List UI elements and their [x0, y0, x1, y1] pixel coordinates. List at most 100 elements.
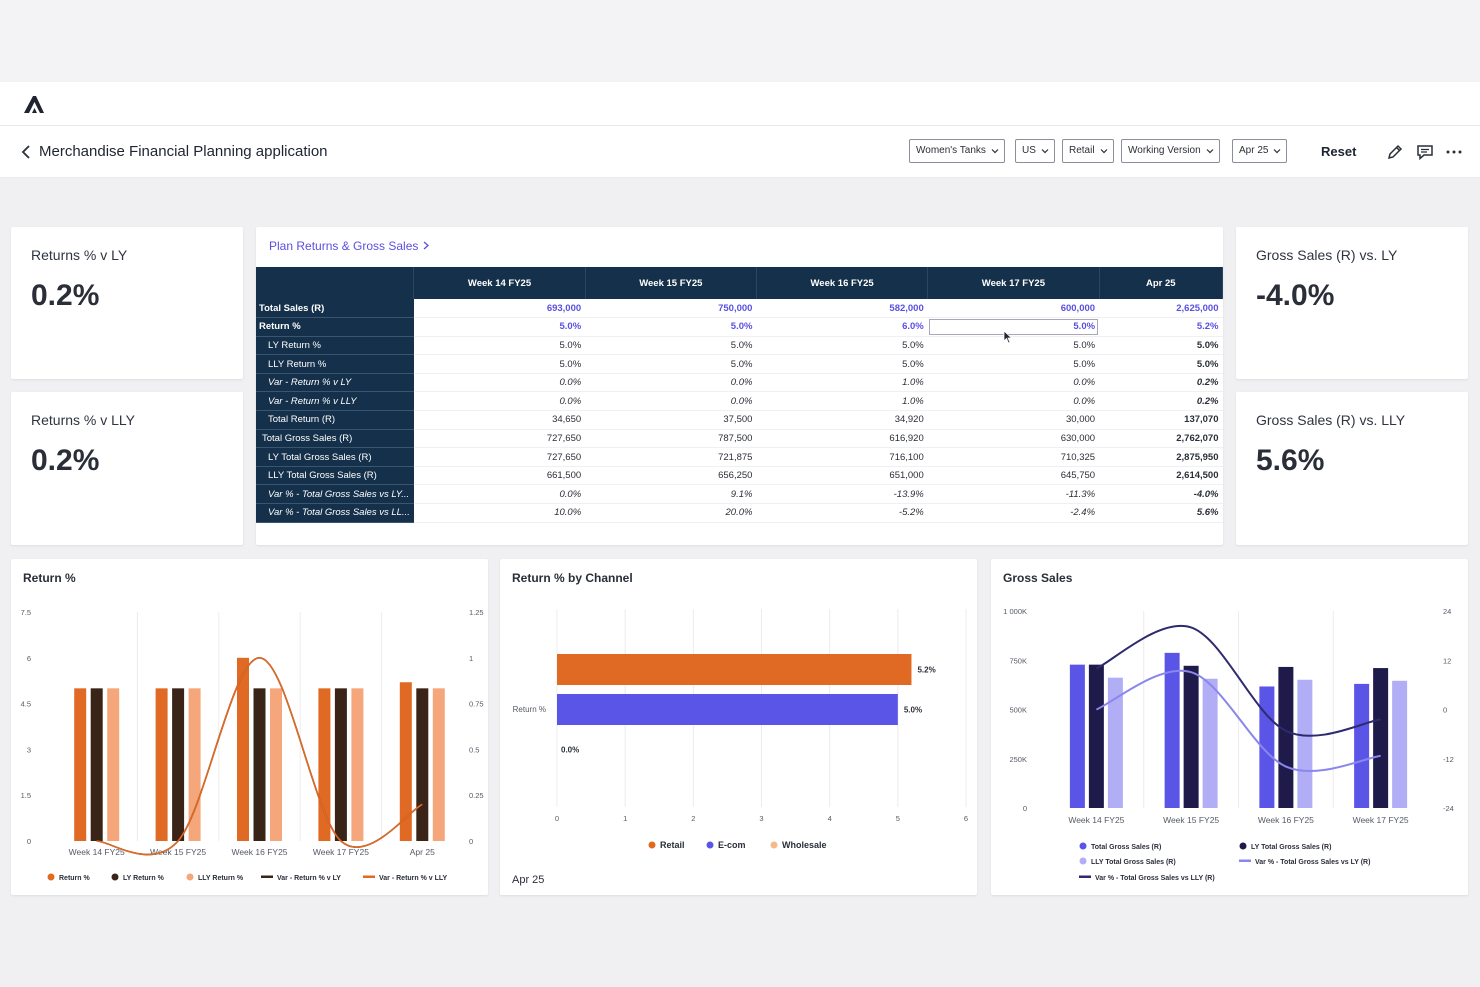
grid-cell[interactable]: 727,650	[413, 447, 586, 467]
grid-cell[interactable]: 1.0%	[756, 391, 928, 412]
grid-header-row: Week 14 FY25 Week 15 FY25 Week 16 FY25 W…	[256, 267, 1224, 299]
plan-returns-link[interactable]: Plan Returns & Gross Sales	[269, 239, 430, 253]
product-filter-dropdown[interactable]: Women's Tanks	[909, 139, 1005, 163]
grid-cell[interactable]: 0.0%	[585, 391, 757, 412]
comment-icon[interactable]	[1416, 143, 1434, 161]
grid-cell[interactable]: 582,000	[756, 299, 928, 319]
legend-swatch	[1079, 875, 1091, 878]
more-icon[interactable]	[1445, 143, 1463, 161]
grid-cell[interactable]: 693,000	[413, 299, 586, 319]
grid-cell[interactable]: 661,500	[413, 466, 586, 486]
grid-cell[interactable]: 0.0%	[413, 373, 586, 393]
grid-cell[interactable]: 30,000	[927, 410, 1100, 430]
channel-filter-dropdown[interactable]: Retail	[1062, 139, 1114, 163]
reset-button[interactable]: Reset	[1321, 144, 1357, 159]
grid-cell[interactable]: 656,250	[585, 466, 757, 486]
bar	[1107, 677, 1123, 808]
grid-cell[interactable]: 10.0%	[413, 503, 586, 523]
grid-cell[interactable]: 5.0%	[756, 354, 928, 374]
grid-cell[interactable]: 2,875,950	[1099, 447, 1223, 467]
grid-cell[interactable]: -4.0%	[1099, 484, 1223, 505]
grid-column-header[interactable]: Week 16 FY25	[756, 267, 929, 299]
grid-cell[interactable]: 710,325	[927, 447, 1100, 467]
grid-cell[interactable]: 0.0%	[413, 484, 586, 505]
grid-cell[interactable]: 727,650	[413, 429, 586, 449]
version-filter-dropdown[interactable]: Working Version	[1121, 139, 1220, 163]
grid-cell[interactable]: 5.0%	[585, 336, 757, 356]
data-label: 5.2%	[917, 666, 935, 675]
grid-cell[interactable]: 2,625,000	[1099, 299, 1223, 319]
y2-tick-label: 12	[1443, 656, 1451, 665]
x-tick-label: 3	[759, 814, 763, 823]
grid-cell[interactable]: 0.2%	[1099, 391, 1223, 412]
grid-column-header[interactable]: Week 14 FY25	[413, 267, 586, 299]
pencil-icon[interactable]	[1386, 143, 1404, 161]
grid-cell[interactable]: 616,920	[756, 429, 928, 449]
period-filter-dropdown[interactable]: Apr 25	[1232, 139, 1288, 163]
table-row: Total Sales (R) 693,000 750,000 582,000 …	[256, 299, 1223, 319]
chevron-down-icon	[1100, 149, 1108, 154]
grid-cell[interactable]: 5.0%	[585, 317, 757, 337]
grid-cell[interactable]: 645,750	[927, 466, 1100, 486]
grid-cell[interactable]: -13.9%	[756, 484, 928, 505]
grid-cell[interactable]: 651,000	[756, 466, 928, 486]
series-line	[96, 656, 423, 856]
grid-cell[interactable]: -5.2%	[756, 503, 928, 523]
grid-cell[interactable]: 721,875	[585, 447, 757, 467]
grid-column-header[interactable]: Week 15 FY25	[585, 267, 757, 299]
grid-cell[interactable]: 1.0%	[756, 373, 928, 393]
grid-cell[interactable]: 2,762,070	[1099, 429, 1223, 449]
grid-cell[interactable]: 716,100	[756, 447, 928, 467]
grid-cell[interactable]: 37,500	[585, 410, 757, 430]
grid-cell[interactable]: -11.3%	[927, 484, 1100, 505]
grid-cell[interactable]: 0.2%	[1099, 373, 1223, 393]
grid-cell[interactable]: 0.0%	[413, 391, 586, 412]
x-tick-label: Week 16 FY25	[231, 847, 287, 857]
y-tick-label: 4.5	[21, 700, 31, 709]
grid-cell[interactable]: 5.0%	[413, 336, 586, 356]
grid-cell[interactable]: 5.0%	[756, 336, 928, 356]
grid-cell[interactable]: 0.0%	[927, 391, 1100, 412]
grid-cell[interactable]: 6.0%	[756, 317, 928, 337]
grid-cell[interactable]: -2.4%	[927, 503, 1100, 523]
grid-cell[interactable]: 9.1%	[585, 484, 757, 505]
grid-cell[interactable]: 0.0%	[585, 373, 757, 393]
grid-cell[interactable]: 787,500	[585, 429, 757, 449]
grid-cell[interactable]: 750,000	[585, 299, 757, 319]
anaplan-logo[interactable]	[22, 94, 46, 114]
chevron-right-icon	[423, 241, 429, 250]
kpi-card-returns-v-ly: Returns % v LY 0.2%	[11, 227, 243, 379]
grid-cell[interactable]: 5.2%	[1099, 317, 1223, 337]
grid-cell[interactable]: 2,614,500	[1099, 466, 1223, 486]
bar	[1354, 683, 1370, 808]
grid-cell[interactable]: 5.0%	[927, 336, 1100, 356]
y2-tick-label: 0	[469, 837, 473, 846]
grid-cell[interactable]: 5.6%	[1099, 503, 1223, 523]
row-label: Total Sales (R)	[256, 299, 414, 319]
legend-label: Return %	[59, 875, 91, 882]
kpi-value: 0.2%	[31, 279, 100, 312]
grid-cell[interactable]: 5.0%	[413, 317, 586, 337]
grid-cell[interactable]: 5.0%	[413, 354, 586, 374]
grid-cell[interactable]: 5.0%	[585, 354, 757, 374]
grid-cell[interactable]: 34,650	[413, 410, 586, 430]
region-filter-dropdown[interactable]: US	[1015, 139, 1055, 163]
x-tick-label: 0	[555, 814, 559, 823]
grid-cell[interactable]: 5.0%	[1099, 354, 1223, 374]
grid-cell[interactable]: 137,070	[1099, 410, 1223, 430]
back-chevron-icon[interactable]	[20, 143, 32, 161]
grid-cell[interactable]: 630,000	[927, 429, 1100, 449]
grid-cell[interactable]: 600,000	[927, 299, 1100, 319]
grid-cell[interactable]: 34,920	[756, 410, 928, 430]
grid-column-header[interactable]: Apr 25	[1099, 267, 1224, 299]
grid-cell[interactable]: 20.0%	[585, 503, 757, 523]
kpi-card-returns-v-lly: Returns % v LLY 0.2%	[11, 392, 243, 545]
grid-cell[interactable]: 0.0%	[927, 373, 1100, 393]
grid-cell[interactable]: 5.0%	[927, 354, 1100, 374]
grid-cell-selected[interactable]: 5.0%	[927, 317, 1100, 337]
grid-cell[interactable]: 5.0%	[1099, 336, 1223, 356]
gross-sales-chart-card: Gross Sales Week 14 FY25 Week 15 FY25 Week…	[991, 559, 1468, 895]
row-label: Return %	[256, 317, 414, 337]
bar	[1392, 680, 1408, 808]
grid-column-header[interactable]: Week 17 FY25	[927, 267, 1100, 299]
